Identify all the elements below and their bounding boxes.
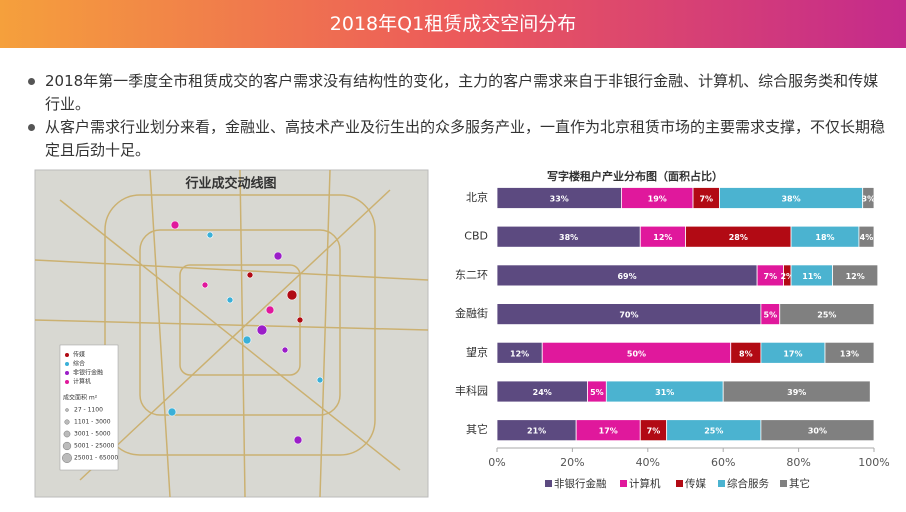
legend-label: 计算机: [629, 477, 661, 490]
bullet: 2018年第一季度全市租赁成交的客户需求没有结构性的变化，主力的客户需求来自于非…: [28, 70, 890, 115]
legend-swatch: [676, 480, 683, 487]
value-label: 12%: [846, 272, 865, 281]
bar-segment: [779, 303, 875, 326]
value-label: 69%: [617, 272, 636, 281]
map-legend-label: 计算机: [73, 378, 91, 386]
value-label: 31%: [655, 388, 674, 397]
size-dot: [65, 408, 69, 412]
size-dot: [62, 441, 72, 451]
map-legend-label: 综合: [73, 360, 85, 368]
value-label: 12%: [510, 349, 529, 358]
value-label: 5%: [764, 311, 778, 320]
legend-label: 综合服务: [727, 477, 769, 490]
value-label: 8%: [739, 349, 753, 358]
map-size-label: 1101 - 3000: [74, 419, 111, 426]
value-label: 5%: [590, 388, 604, 397]
map-legend-label: 传媒: [73, 351, 85, 359]
map-legend-label: 非银行金融: [73, 369, 103, 377]
legend-swatch: [620, 480, 627, 487]
value-label: 3%: [862, 195, 876, 204]
value-label: 25%: [704, 427, 723, 436]
value-label: 11%: [802, 272, 821, 281]
x-tick-label: 0%: [488, 456, 505, 469]
map-size-title: 成交面积 m²: [63, 394, 98, 402]
value-label: 33%: [550, 195, 569, 204]
bullet-list: 2018年第一季度全市租赁成交的客户需求没有结构性的变化，主力的客户需求来自于非…: [28, 70, 890, 162]
size-dot: [64, 419, 70, 425]
legend-swatch: [780, 480, 787, 487]
legend-label: 非银行金融: [554, 477, 607, 490]
y-tick-label: 望京: [466, 345, 488, 359]
bar-segment: [858, 225, 875, 248]
x-tick-label: 60%: [711, 456, 735, 469]
bar-segment: [760, 419, 875, 442]
value-label: 70%: [619, 311, 638, 320]
y-tick-label: CBD: [464, 230, 488, 243]
legend-dot: [65, 380, 69, 384]
value-label: 17%: [783, 349, 802, 358]
value-label: 4%: [860, 233, 874, 242]
size-dot: [62, 453, 72, 463]
value-label: 19%: [648, 195, 667, 204]
value-label: 38%: [781, 195, 800, 204]
legend-swatch: [545, 480, 552, 487]
value-label: 50%: [627, 349, 646, 358]
y-tick-label: 其它: [466, 422, 488, 436]
y-tick-label: 北京: [466, 190, 488, 204]
map: [34, 169, 429, 498]
bar-segment: [824, 341, 875, 364]
chart-title: 写字楼租户产业分布图（面积占比）: [547, 169, 723, 183]
x-tick-label: 80%: [786, 456, 810, 469]
legend-dot: [65, 353, 69, 357]
map-title: 行业成交动线图: [184, 176, 276, 192]
bar-segment: [832, 264, 879, 287]
bullet: 从客户需求行业划分来看，金融业、高技术产业及衍生出的众多服务产业，一直作为北京租…: [28, 116, 890, 161]
legend-label: 其它: [789, 477, 810, 490]
map-size-label: 3001 - 5000: [74, 431, 111, 438]
x-tick-label: 20%: [560, 456, 584, 469]
y-tick-label: 东二环: [455, 268, 488, 281]
legend-label: 传媒: [685, 477, 706, 490]
legend-dot: [65, 371, 69, 375]
value-label: 28%: [729, 233, 748, 242]
x-tick-label: 40%: [636, 456, 660, 469]
legend-dot: [65, 362, 69, 366]
map-size-label: 5001 - 25000: [74, 443, 115, 450]
bar-segment: [862, 187, 875, 209]
value-label: 38%: [559, 233, 578, 242]
map-size-label: 27 - 1100: [74, 407, 103, 414]
value-label: 25%: [817, 311, 836, 320]
value-label: 7%: [647, 427, 661, 436]
value-label: 30%: [808, 427, 827, 436]
value-label: 18%: [815, 233, 834, 242]
size-dot: [63, 430, 71, 438]
legend-swatch: [718, 480, 725, 487]
value-label: 7%: [764, 272, 778, 281]
value-label: 12%: [653, 233, 672, 242]
value-label: 21%: [527, 427, 546, 436]
value-label: 24%: [533, 388, 552, 397]
value-label: 13%: [840, 349, 859, 358]
bar-segment: [722, 380, 871, 403]
y-tick-label: 金融街: [455, 306, 488, 320]
map-size-label: 25001 - 65000: [74, 455, 118, 462]
value-label: 7%: [699, 195, 713, 204]
value-label: 2%: [780, 272, 794, 281]
x-tick-label: 100%: [858, 456, 889, 469]
y-tick-label: 丰科园: [455, 384, 488, 398]
header-title: 2018年Q1租赁成交空间分布: [0, 0, 906, 48]
value-label: 17%: [599, 427, 618, 436]
value-label: 39%: [787, 388, 806, 397]
